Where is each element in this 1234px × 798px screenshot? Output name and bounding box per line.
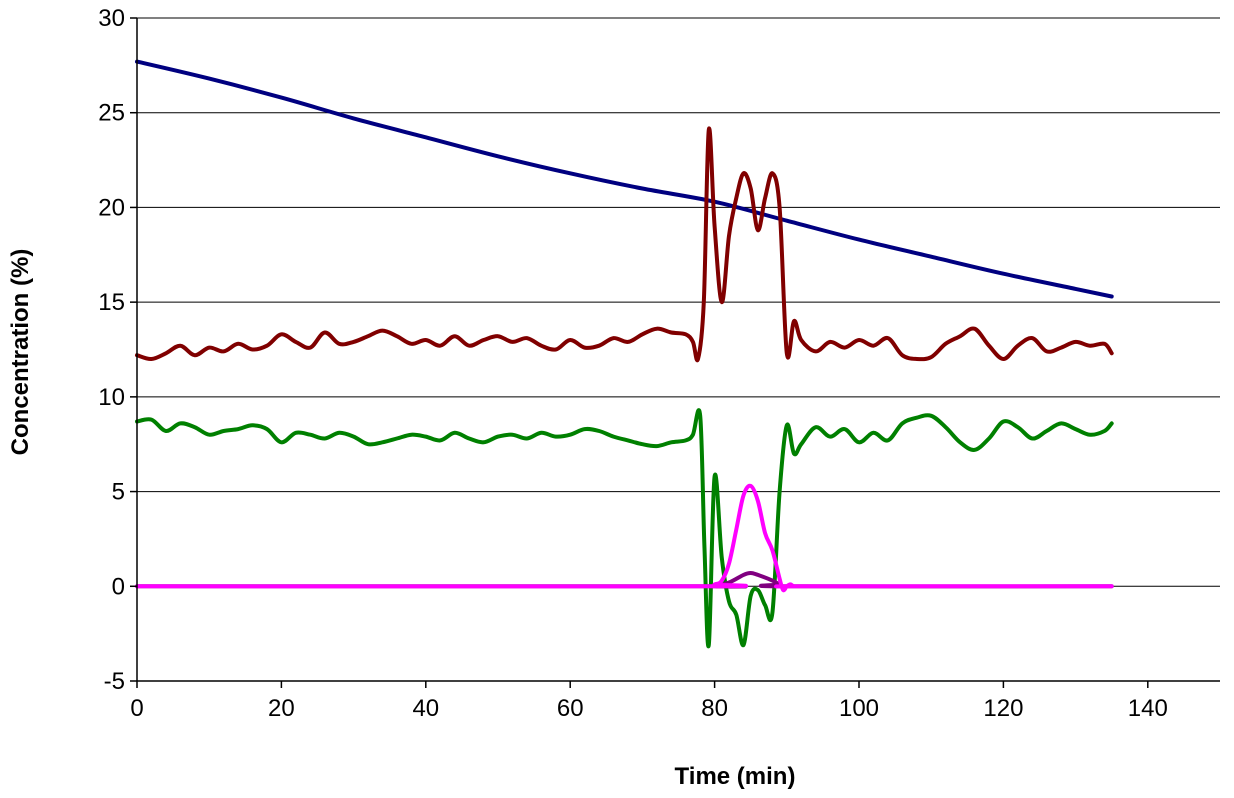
x-tick-label: 40 xyxy=(412,695,439,722)
axes xyxy=(130,17,1220,688)
y-tick-label: 5 xyxy=(112,479,125,506)
x-tick-labels: 0 20 40 60 80 100 120 140 xyxy=(130,695,1168,722)
x-tick-label: 100 xyxy=(839,695,879,722)
y-tick-label: 10 xyxy=(98,384,125,411)
y-tick-labels: -5 0 5 10 15 20 25 30 xyxy=(98,5,125,695)
y-axis-title: Concentration (%) xyxy=(7,249,34,456)
series-line-2 xyxy=(135,126,1114,363)
y-tick-label: 15 xyxy=(98,289,125,316)
y-tick-label: 20 xyxy=(98,194,125,221)
x-tick-label: 60 xyxy=(557,695,584,722)
x-tick-label: 140 xyxy=(1128,695,1168,722)
series-line-5 xyxy=(135,483,1114,593)
series-line-1 xyxy=(135,59,1114,299)
y-tick-label: -5 xyxy=(104,668,125,695)
y-tick-label: 0 xyxy=(112,573,125,600)
y-tick-label: 30 xyxy=(98,5,125,32)
x-tick-label: 20 xyxy=(268,695,295,722)
y-tick-label: 25 xyxy=(98,100,125,127)
series-layer xyxy=(135,59,1114,649)
x-tick-label: 0 xyxy=(130,695,143,722)
series-line-3 xyxy=(135,408,1114,649)
x-axis-title: Time (min) xyxy=(675,763,796,790)
x-tick-label: 80 xyxy=(701,695,728,722)
x-tick-label: 120 xyxy=(983,695,1023,722)
